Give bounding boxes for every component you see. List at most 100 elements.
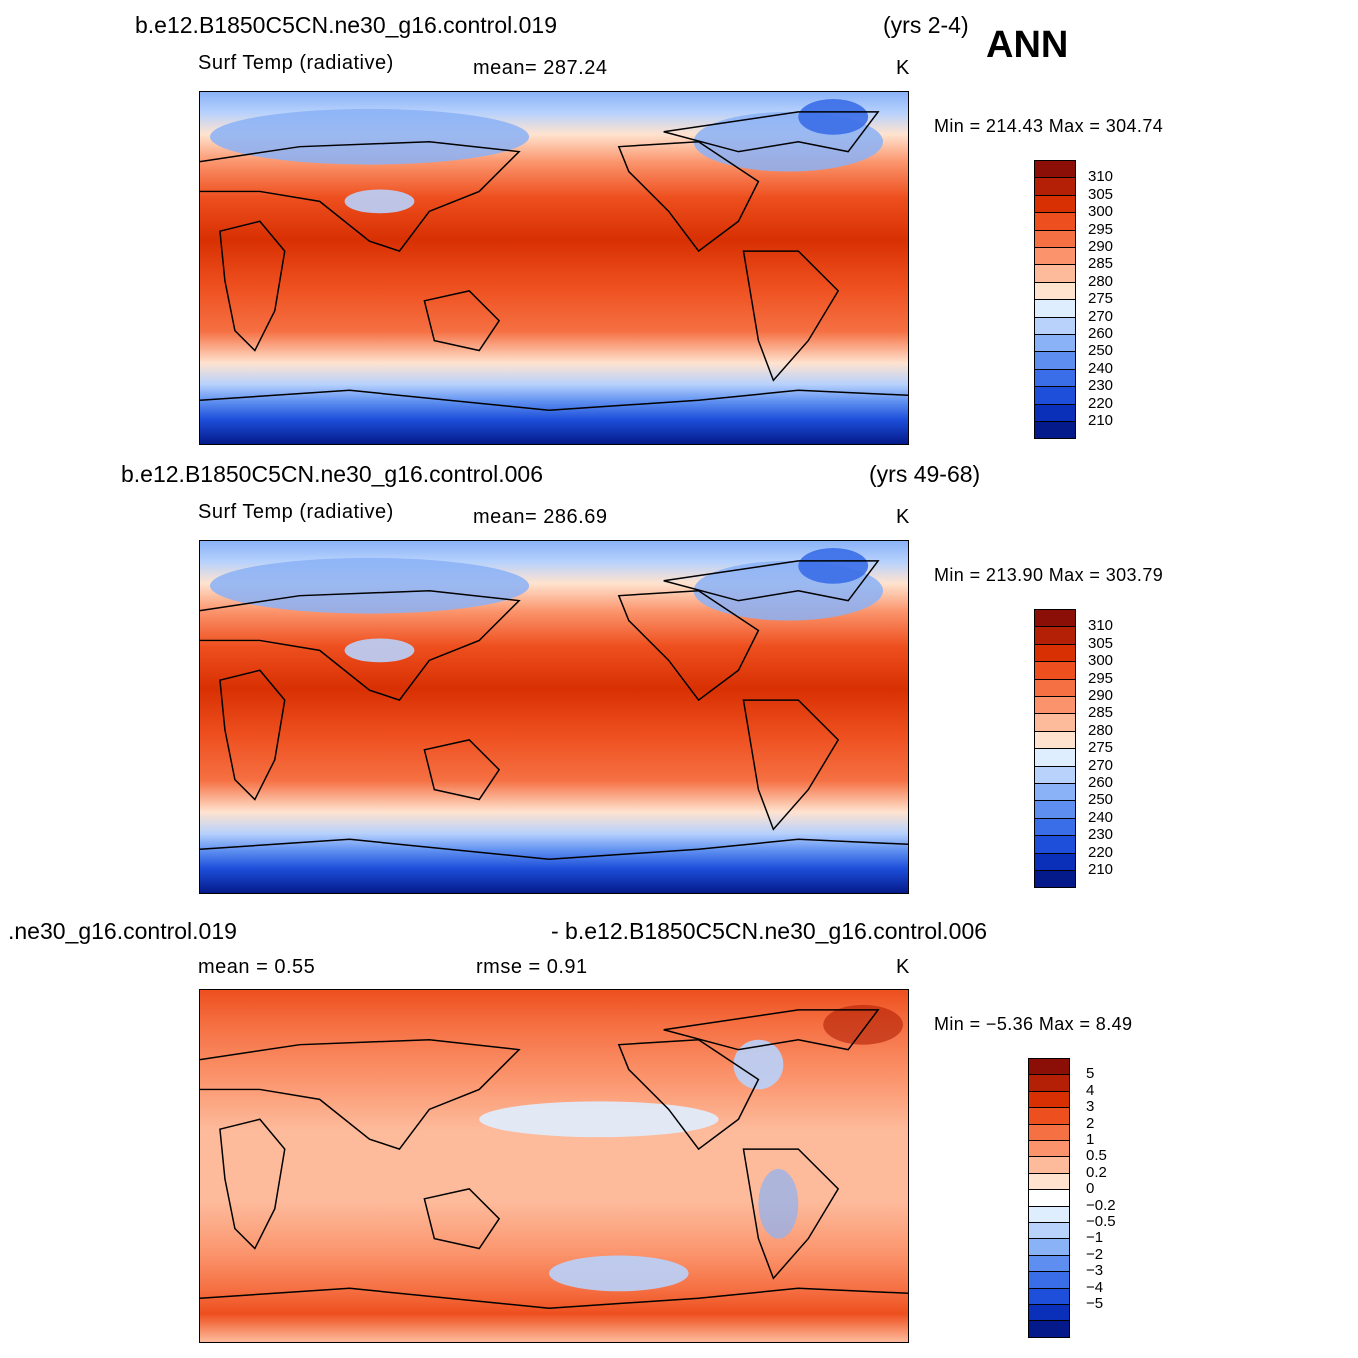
colorbar-cell — [1034, 281, 1076, 301]
colorbar-cell — [1034, 334, 1076, 353]
panel3-map — [199, 989, 909, 1343]
colorbar-cell — [1034, 212, 1076, 231]
colorbar-tick-label: 260 — [1088, 774, 1114, 791]
panel2-years: (yrs 49-68) — [869, 461, 981, 487]
season-label: ANN — [986, 24, 1069, 66]
colorbar-cell — [1034, 626, 1076, 645]
colorbar-tick-label: −5 — [1086, 1295, 1104, 1312]
colorbar-cell — [1034, 403, 1076, 422]
colorbar-cell — [1034, 661, 1076, 680]
colorbar-tick-label: −4 — [1086, 1278, 1104, 1296]
colorbar-tick-label: 3 — [1086, 1098, 1095, 1116]
colorbar-cell — [1034, 177, 1076, 196]
panel2-map — [199, 540, 909, 894]
panel1-variable: Surf Temp (radiative) — [198, 52, 394, 74]
colorbar-cell — [1034, 817, 1076, 837]
colorbar-tick-label: 310 — [1088, 168, 1114, 186]
colorbar-tick-label: 4 — [1086, 1081, 1095, 1099]
panel1-case-title: b.e12.B1850C5CN.ne30_g16.control.019 — [135, 12, 557, 38]
colorbar-tick-label: 5 — [1086, 1065, 1095, 1083]
colorbar-cell — [1028, 1058, 1070, 1076]
colorbar-cell — [1028, 1304, 1070, 1322]
colorbar-cell — [1034, 368, 1076, 388]
colorbar-cell — [1028, 1074, 1070, 1092]
colorbar-tick-label: 230 — [1088, 826, 1114, 844]
colorbar-cell — [1034, 160, 1076, 179]
colorbar-cell — [1034, 765, 1076, 784]
colorbar-tick-label: 295 — [1088, 220, 1114, 238]
colorbar-cell — [1034, 316, 1076, 335]
panel3-map-plot — [200, 990, 908, 1342]
colorbar-cell — [1028, 1205, 1070, 1223]
panel3-minmax: Min = −5.36 Max = 8.49 — [934, 1014, 1133, 1034]
colorbar-tick-label: 1 — [1086, 1131, 1095, 1148]
colorbar-cell — [1028, 1090, 1070, 1109]
panel1-minmax: Min = 214.43 Max = 304.74 — [934, 116, 1164, 136]
coastlines — [200, 1009, 908, 1309]
colorbar-cell — [1028, 1238, 1070, 1256]
colorbar-tick-label: 0.5 — [1086, 1147, 1107, 1165]
colorbar-cell — [1034, 194, 1076, 214]
colorbar-tick-label: −0.2 — [1086, 1196, 1116, 1214]
colorbar-cell — [1034, 713, 1076, 732]
colorbar-tick-label: −3 — [1086, 1262, 1104, 1280]
colorbar-cell — [1034, 783, 1076, 802]
colorbar-tick-label: 260 — [1088, 325, 1114, 342]
colorbar-tick-label: 250 — [1088, 342, 1114, 360]
colorbar-tick-label: 300 — [1088, 652, 1114, 670]
difference-field — [200, 990, 908, 1342]
panel2-mean: mean= 286.69 — [473, 506, 608, 528]
panel2-units: K — [896, 506, 910, 528]
panel2-variable: Surf Temp (radiative) — [198, 501, 394, 523]
colorbar-cell — [1034, 696, 1076, 715]
colorbar-cell — [1034, 609, 1076, 628]
colorbar-tick-label: 250 — [1088, 791, 1114, 809]
colorbar-tick-label: 280 — [1088, 721, 1114, 739]
colorbar-tick-label: −1 — [1086, 1229, 1104, 1247]
colorbar-cell — [1028, 1254, 1070, 1273]
panel2-case-title: b.e12.B1850C5CN.ne30_g16.control.006 — [121, 461, 543, 487]
colorbar-cell — [1028, 1320, 1070, 1338]
colorbar-cell — [1034, 386, 1076, 405]
tibet-cold-region — [344, 638, 415, 663]
colorbar-tick-label: 270 — [1088, 756, 1114, 774]
colorbar-cell — [1034, 229, 1076, 248]
panel2-minmax: Min = 213.90 Max = 303.79 — [934, 565, 1164, 585]
colorbar-cell — [1034, 870, 1076, 889]
panel1-units: K — [896, 57, 910, 79]
colorbar-cell — [1034, 748, 1076, 767]
south-america-cool-region — [758, 1168, 799, 1239]
colorbar-tick-label: 240 — [1088, 359, 1114, 377]
colorbar-cell — [1034, 800, 1076, 819]
tibet-cold-region — [344, 189, 415, 214]
colorbar-tick-label: 280 — [1088, 272, 1114, 290]
colorbar-tick-label: 310 — [1088, 617, 1114, 635]
colorbar-cell — [1028, 1271, 1070, 1289]
colorbar-cell — [1034, 264, 1076, 283]
colorbar-tick-label: 2 — [1086, 1114, 1095, 1132]
colorbar-cell — [1034, 421, 1076, 440]
southern-ocean-cool-region — [549, 1255, 689, 1292]
colorbar-cell — [1034, 299, 1076, 318]
panel3-units: K — [896, 956, 910, 978]
colorbar-tick-label: 295 — [1088, 669, 1114, 687]
colorbar-tick-label: 230 — [1088, 377, 1114, 395]
colorbar-tick-label: 305 — [1088, 634, 1114, 652]
colorbar-cell — [1034, 678, 1076, 697]
colorbar-tick-label: 285 — [1088, 255, 1114, 273]
colorbar-cell — [1034, 730, 1076, 750]
colorbar-tick-label: 300 — [1088, 203, 1114, 221]
colorbar-cell — [1034, 643, 1076, 663]
colorbar-tick-label: −0.5 — [1086, 1213, 1116, 1230]
coastlines — [200, 560, 908, 860]
panel3-case2-title: - b.e12.B1850C5CN.ne30_g16.control.006 — [551, 918, 988, 944]
colorbar-tick-label: 210 — [1088, 412, 1114, 429]
panel2-map-plot — [200, 541, 908, 893]
colorbar-tick-label: 0.2 — [1086, 1163, 1107, 1181]
panel1-map-plot — [200, 92, 908, 444]
colorbar-cell — [1034, 247, 1076, 266]
coastlines — [200, 111, 908, 411]
panel1-map — [199, 91, 909, 445]
greenland-cold-region — [798, 98, 869, 135]
colorbar-tick-label: 290 — [1088, 687, 1114, 704]
